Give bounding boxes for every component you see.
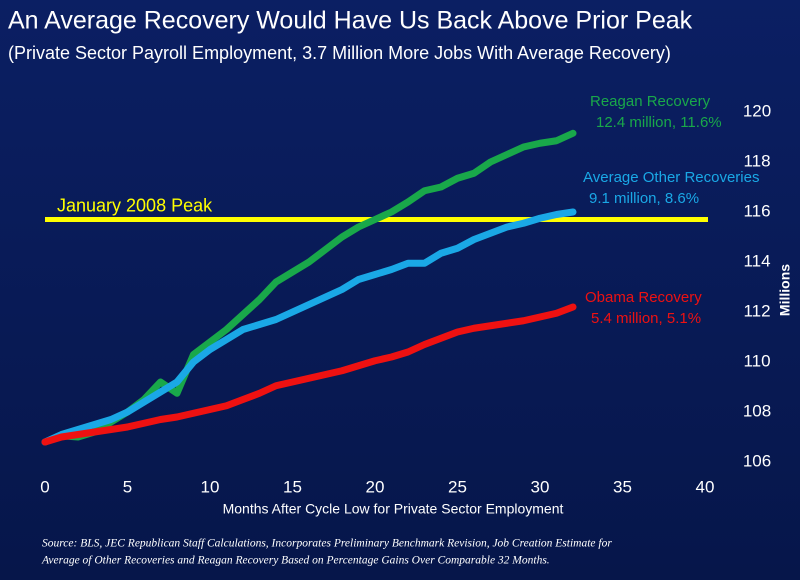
series-end-label: 5.4 million, 5.1% (591, 310, 701, 327)
series-line (41, 303, 577, 446)
series-line (41, 208, 577, 446)
x-tick-label: 25 (448, 477, 467, 496)
y-tick-label: 116 (743, 201, 770, 220)
series-end-label: 12.4 million, 11.6% (596, 114, 722, 131)
x-tick-label: 5 (123, 477, 132, 496)
chart-title: An Average Recovery Would Have Us Back A… (8, 7, 693, 35)
reference-label: January 2008 Peak (57, 195, 213, 215)
x-tick-label: 10 (201, 477, 220, 496)
x-tick-label: 0 (40, 477, 49, 496)
y-tick-label: 112 (743, 301, 770, 320)
y-tick-label: 110 (743, 351, 770, 370)
x-tick-label: 30 (531, 477, 550, 496)
series-label: Obama Recovery (585, 289, 702, 306)
series-label: Average Other Recoveries (583, 169, 759, 186)
series-end-label: 9.1 million, 8.6% (589, 190, 699, 207)
y-axis-label: Millions (777, 264, 793, 316)
x-tick-label: 15 (283, 477, 302, 496)
series-label: Reagan Recovery (590, 93, 711, 110)
y-tick-label: 118 (743, 151, 770, 170)
source-note: Average of Other Recoveries and Reagan R… (41, 555, 550, 567)
x-axis-label: Months After Cycle Low for Private Secto… (223, 501, 564, 517)
y-tick-label: 108 (743, 401, 771, 420)
x-tick-label: 20 (366, 477, 385, 496)
y-tick-label: 114 (743, 251, 770, 270)
chart-subtitle: (Private Sector Payroll Employment, 3.7 … (8, 43, 671, 63)
x-tick-label: 35 (613, 477, 632, 496)
y-tick-label: 106 (743, 451, 771, 470)
y-tick-label: 120 (743, 101, 771, 120)
x-tick-label: 40 (696, 477, 715, 496)
source-note: Source: BLS, JEC Republican Staff Calcul… (42, 538, 612, 550)
